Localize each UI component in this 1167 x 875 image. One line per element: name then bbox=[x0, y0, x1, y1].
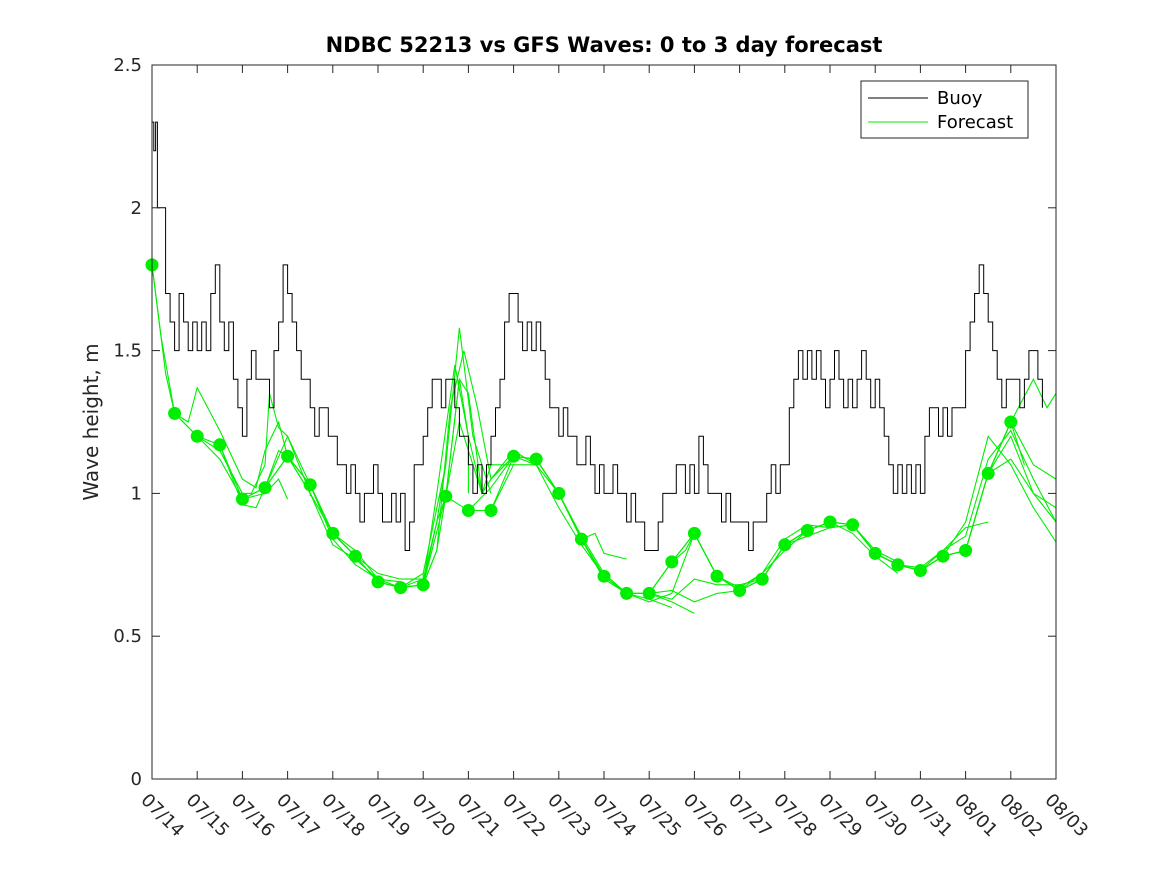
forecast-marker bbox=[168, 406, 182, 420]
buoy-series-line bbox=[152, 121, 1043, 551]
y-tick-label: 0 bbox=[131, 769, 142, 790]
forecast-marker bbox=[778, 538, 792, 552]
forecast-marker bbox=[529, 452, 543, 466]
forecast-run-line bbox=[264, 455, 402, 585]
forecast-marker bbox=[235, 492, 249, 506]
forecast-marker bbox=[755, 572, 769, 586]
y-tick-label: 2 bbox=[131, 198, 142, 219]
forecast-marker bbox=[913, 564, 927, 577]
legend-label-forecast: Forecast bbox=[937, 112, 1013, 133]
y-axis-ticks: 0 0.5 1 1.5 2 2.5 bbox=[113, 55, 1056, 790]
forecast-marker bbox=[394, 581, 408, 595]
forecast-run-line bbox=[897, 429, 1057, 569]
forecast-marker bbox=[733, 584, 747, 597]
forecast-marker bbox=[665, 555, 679, 569]
forecast-marker bbox=[507, 449, 521, 463]
legend-box bbox=[860, 80, 1029, 139]
forecast-run-line bbox=[151, 264, 289, 500]
forecast-run-line bbox=[581, 532, 627, 560]
forecast-marker bbox=[1004, 415, 1018, 429]
forecast-marker bbox=[597, 569, 611, 583]
y-tick-label: 1.5 bbox=[113, 341, 142, 362]
chart-title: NDBC 52213 vs GFS Waves: 0 to 3 day fore… bbox=[326, 33, 883, 57]
forecast-marker bbox=[959, 544, 973, 557]
forecast-marker bbox=[823, 515, 837, 529]
y-tick-label: 0.5 bbox=[113, 626, 142, 647]
y-tick-label: 2.5 bbox=[113, 55, 142, 76]
forecast-markers bbox=[145, 258, 1018, 600]
forecast-marker bbox=[326, 526, 340, 540]
forecast-marker bbox=[348, 549, 362, 563]
forecast-marker bbox=[687, 526, 701, 540]
forecast-marker bbox=[258, 481, 272, 495]
y-axis-label: Wave height, m bbox=[79, 343, 103, 500]
forecast-marker bbox=[574, 532, 588, 546]
forecast-marker bbox=[552, 486, 566, 500]
forecast-marker bbox=[303, 478, 317, 492]
forecast-marker bbox=[484, 504, 498, 517]
forecast-marker bbox=[936, 549, 950, 563]
legend-label-buoy: Buoy bbox=[937, 88, 983, 109]
forecast-marker bbox=[981, 466, 995, 480]
forecast-marker bbox=[213, 438, 227, 452]
forecast-marker bbox=[800, 524, 814, 537]
forecast-marker bbox=[891, 558, 905, 572]
forecast-marker bbox=[710, 569, 724, 583]
forecast-marker bbox=[281, 449, 295, 463]
forecast-marker bbox=[416, 578, 430, 592]
forecast-marker bbox=[190, 429, 204, 443]
forecast-marker bbox=[461, 504, 475, 517]
forecast-marker bbox=[439, 489, 453, 503]
legend: Buoy Forecast bbox=[860, 80, 1029, 139]
forecast-run-line bbox=[987, 458, 1057, 509]
forecast-marker bbox=[846, 518, 860, 532]
forecast-marker bbox=[642, 586, 656, 600]
forecast-marker bbox=[371, 575, 385, 589]
forecast-marker bbox=[620, 586, 634, 600]
plot-area bbox=[152, 65, 1056, 779]
y-tick-label: 1 bbox=[131, 483, 142, 504]
forecast-marker bbox=[868, 546, 882, 560]
